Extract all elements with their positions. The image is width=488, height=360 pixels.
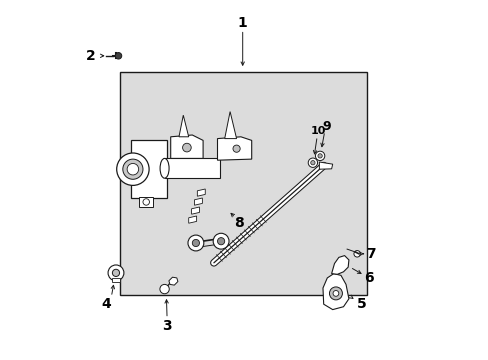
Bar bbox=[112, 278, 120, 282]
Circle shape bbox=[353, 251, 360, 257]
Circle shape bbox=[329, 287, 342, 300]
Circle shape bbox=[122, 159, 142, 179]
Circle shape bbox=[108, 265, 123, 281]
Circle shape bbox=[160, 284, 169, 294]
Circle shape bbox=[217, 238, 224, 245]
Ellipse shape bbox=[160, 158, 169, 178]
Polygon shape bbox=[170, 135, 203, 158]
Bar bbox=[164, 158, 220, 178]
Circle shape bbox=[332, 291, 338, 296]
Text: 1: 1 bbox=[237, 17, 247, 30]
Circle shape bbox=[127, 163, 139, 175]
Text: 2: 2 bbox=[85, 49, 95, 63]
Bar bbox=[120, 72, 366, 295]
Circle shape bbox=[117, 153, 149, 185]
Polygon shape bbox=[224, 112, 236, 139]
Circle shape bbox=[115, 53, 122, 59]
Circle shape bbox=[142, 199, 149, 205]
Text: 8: 8 bbox=[234, 216, 244, 230]
Circle shape bbox=[187, 235, 203, 251]
Polygon shape bbox=[197, 189, 205, 196]
Circle shape bbox=[232, 145, 240, 152]
Circle shape bbox=[317, 154, 322, 158]
Circle shape bbox=[315, 151, 324, 161]
Circle shape bbox=[310, 161, 314, 165]
Text: 7: 7 bbox=[365, 247, 375, 261]
Polygon shape bbox=[179, 115, 188, 137]
Polygon shape bbox=[322, 274, 348, 310]
Text: 5: 5 bbox=[356, 297, 366, 311]
Polygon shape bbox=[217, 137, 251, 160]
Polygon shape bbox=[194, 198, 202, 205]
Polygon shape bbox=[331, 256, 348, 274]
Circle shape bbox=[192, 239, 199, 247]
Bar bbox=[131, 140, 167, 198]
Text: 6: 6 bbox=[363, 271, 373, 285]
Circle shape bbox=[182, 143, 191, 152]
Polygon shape bbox=[168, 277, 178, 285]
Bar bbox=[139, 197, 153, 207]
Text: 10: 10 bbox=[310, 126, 325, 136]
Circle shape bbox=[213, 233, 228, 249]
Text: 4: 4 bbox=[101, 297, 111, 311]
Circle shape bbox=[307, 158, 317, 167]
Polygon shape bbox=[319, 162, 332, 169]
Polygon shape bbox=[191, 207, 199, 214]
Polygon shape bbox=[188, 216, 196, 223]
Text: 3: 3 bbox=[162, 319, 172, 333]
Circle shape bbox=[112, 269, 120, 276]
Text: 9: 9 bbox=[321, 120, 330, 133]
